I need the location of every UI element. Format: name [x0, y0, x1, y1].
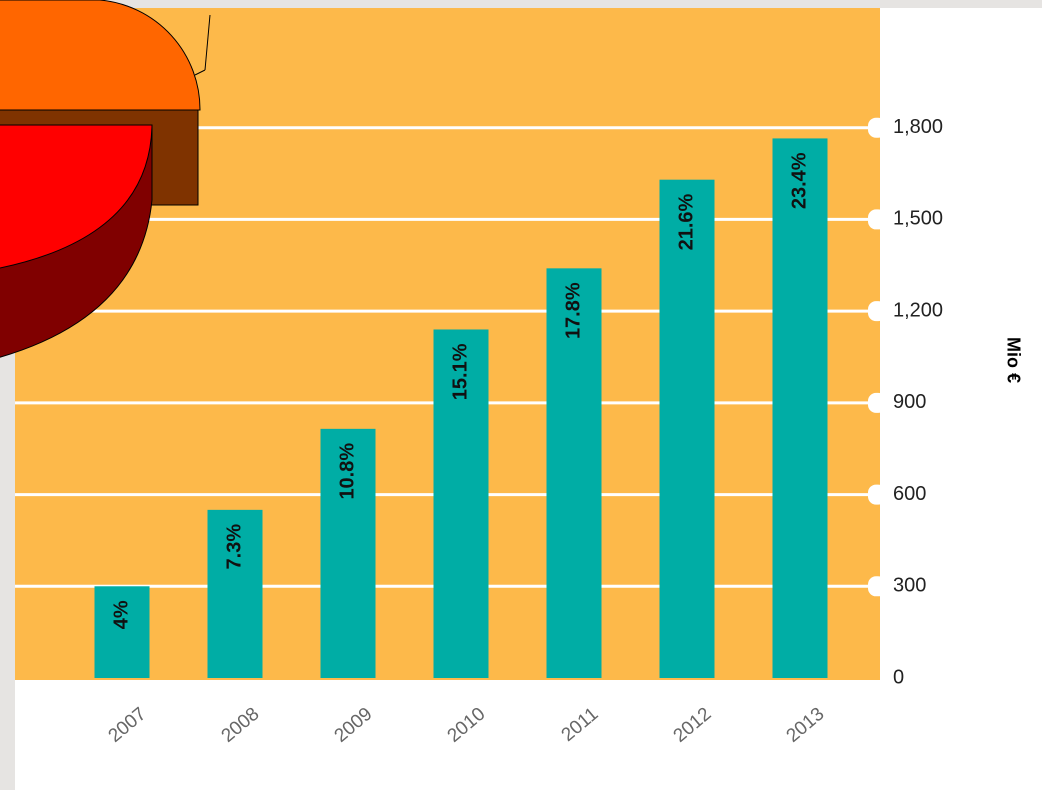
y-tick-label: 1,200 [893, 299, 943, 321]
y-tick-label: 1,500 [893, 208, 943, 230]
y-tick-label: 0 [893, 666, 904, 688]
decoration [0, 0, 211, 358]
bar-annotation: 15.1% [449, 343, 471, 400]
x-tick-label: 2011 [558, 704, 603, 746]
bar [659, 179, 715, 678]
x-tick-label: 2013 [783, 704, 829, 747]
bar [433, 329, 489, 678]
x-tick-label: 2008 [218, 704, 264, 747]
tick-notch [868, 301, 886, 322]
y-tick-label: 300 [893, 575, 926, 597]
tick-notch [868, 484, 886, 505]
bar [546, 268, 602, 678]
top-band [0, 0, 1042, 8]
bar [772, 138, 828, 678]
tick-notch [868, 576, 886, 597]
bar-annotation: 10.8% [336, 443, 358, 500]
x-tick-label: 2010 [444, 704, 490, 747]
x-tick-label: 2009 [331, 704, 377, 747]
bar [207, 509, 263, 678]
y-tick-label: 900 [893, 391, 926, 413]
y-tick-label: 1,800 [893, 116, 943, 138]
bar-annotation: 7.3% [223, 524, 245, 570]
bar-annotation: 4% [110, 600, 132, 629]
tick-notch [868, 117, 886, 138]
tick-notch [868, 209, 886, 230]
x-tick-label: 2007 [105, 704, 151, 747]
x-tick-label: 2012 [670, 704, 716, 747]
bar-annotation: 23.4% [788, 152, 810, 209]
y-tick-label: 600 [893, 483, 926, 505]
bar [320, 428, 376, 678]
bar-annotation: 17.8% [562, 282, 584, 339]
bar-annotation: 21.6% [675, 193, 697, 250]
bar [94, 586, 150, 678]
y-axis-label: Mio € [1003, 337, 1023, 383]
tick-notch [868, 392, 886, 413]
